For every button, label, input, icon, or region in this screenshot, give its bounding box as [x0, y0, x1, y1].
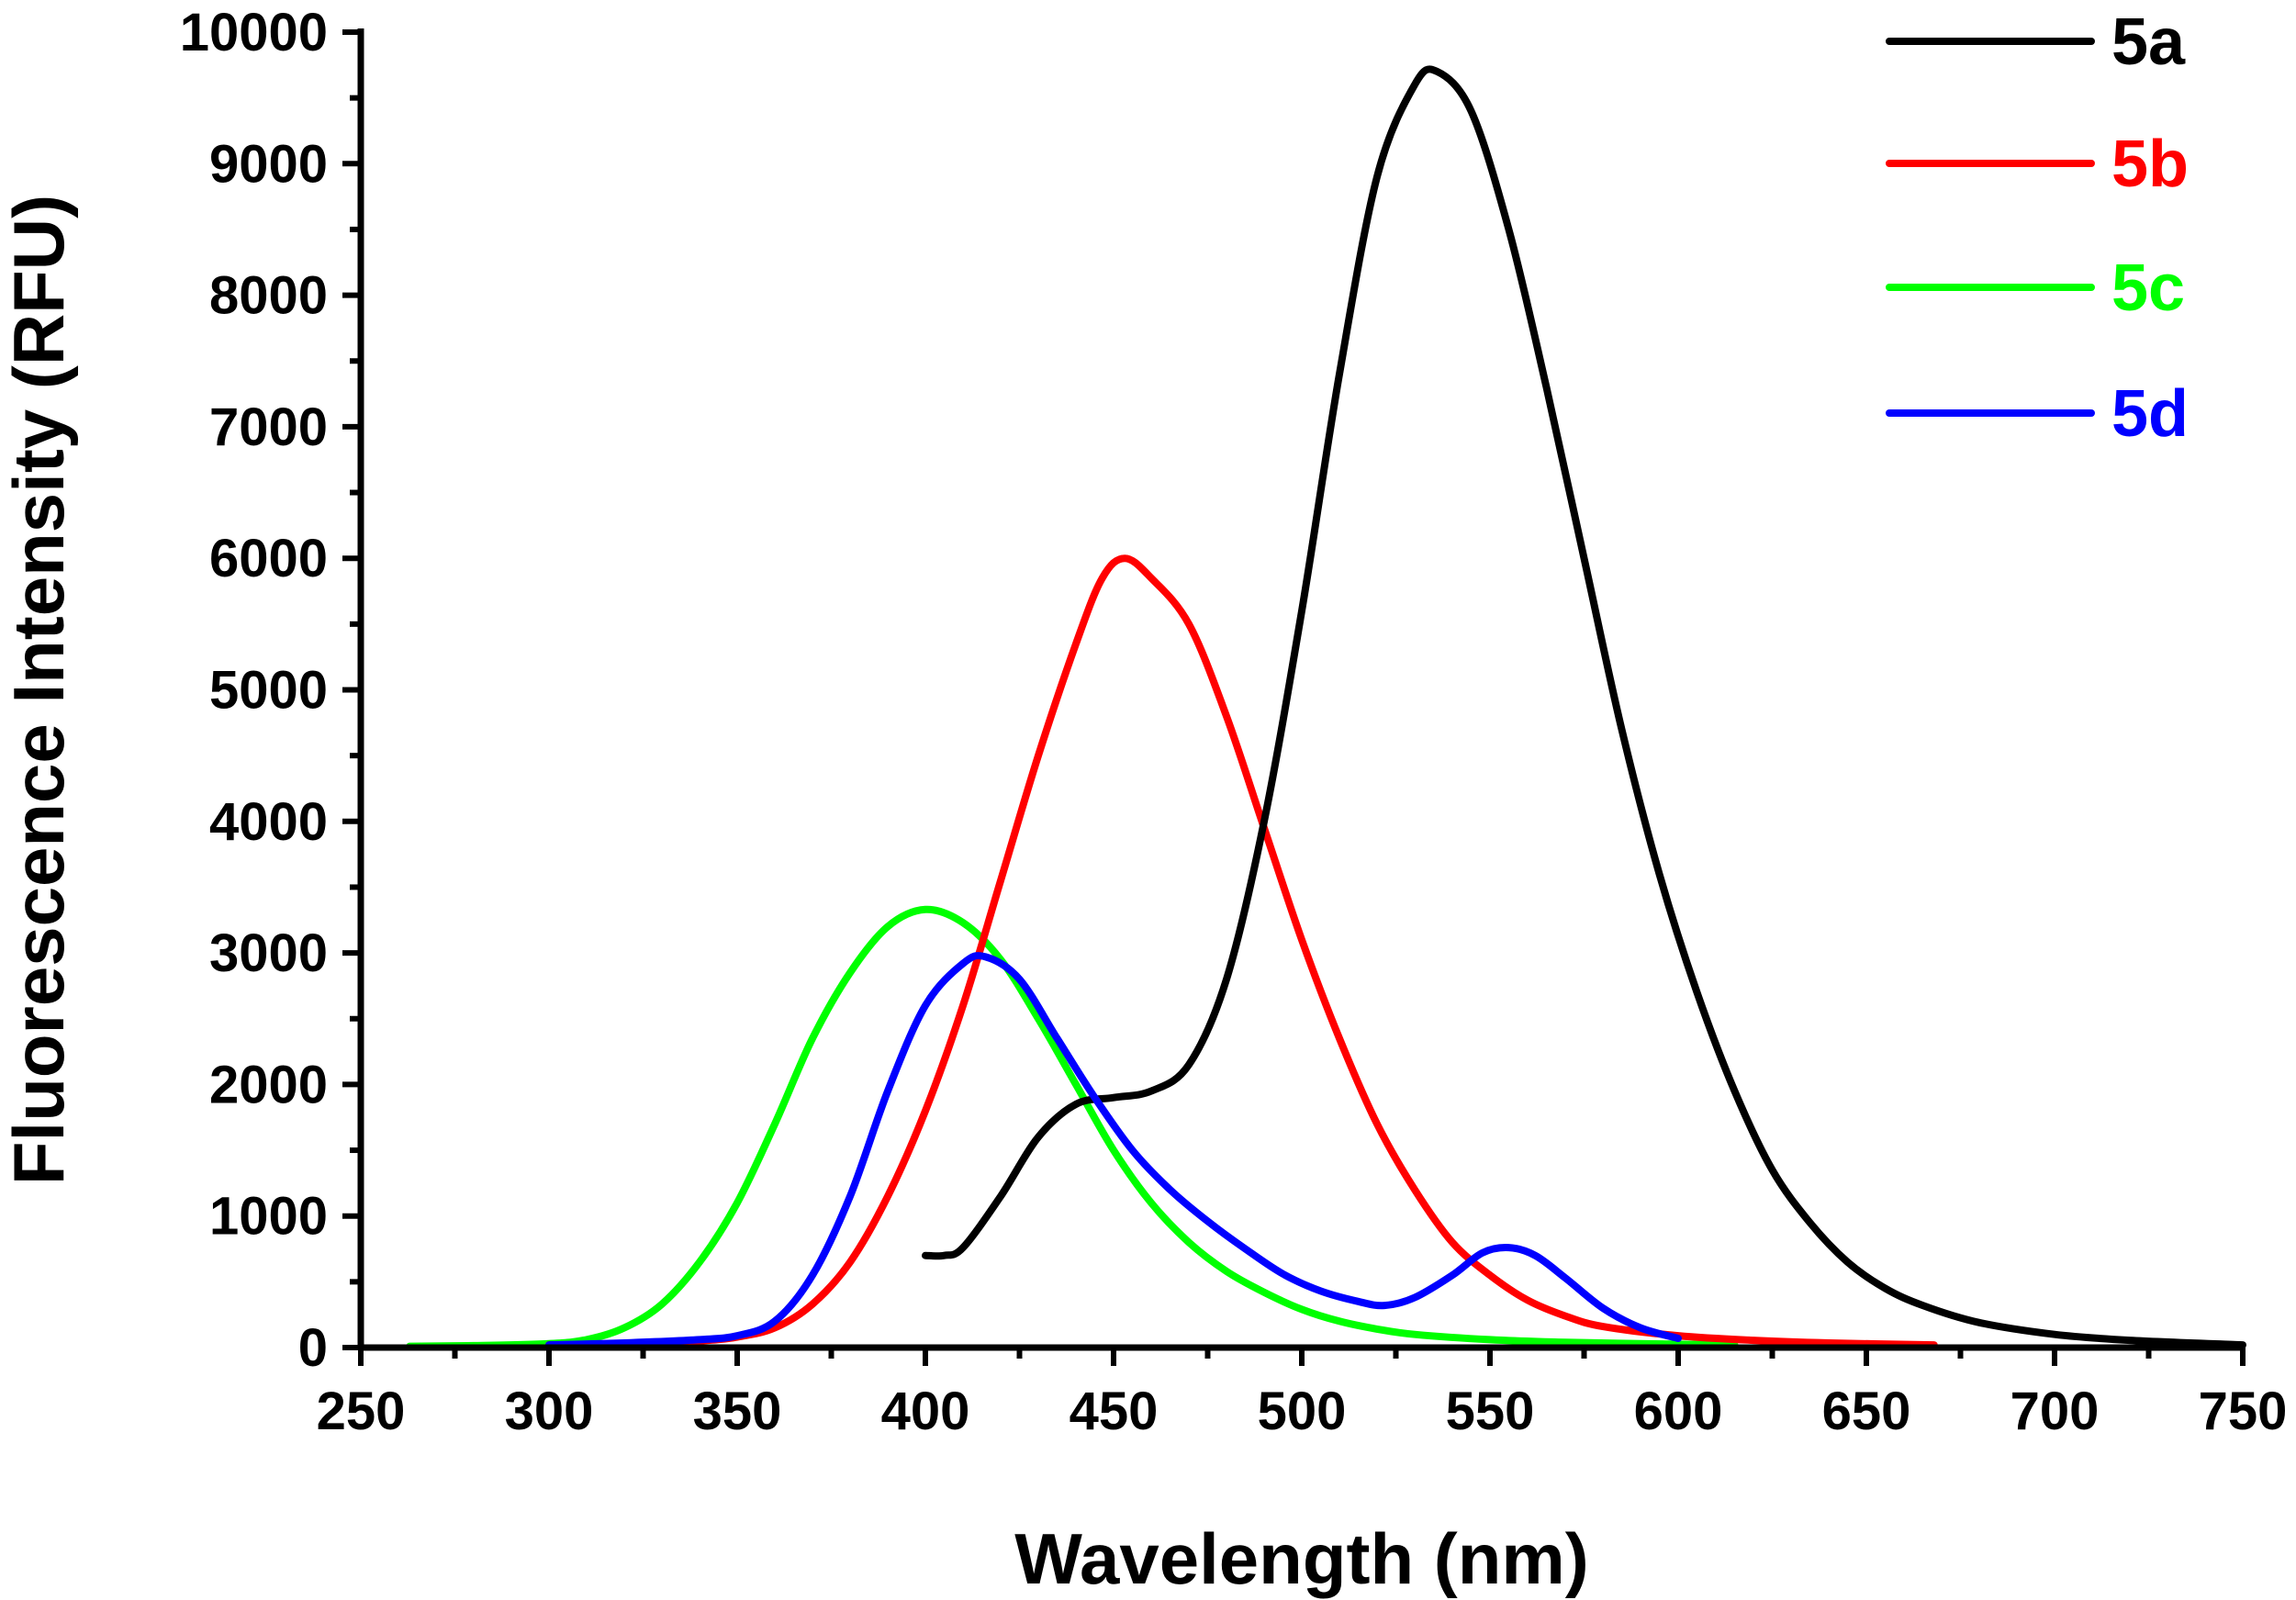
series-line-5a — [922, 65, 2246, 1349]
y-tick-label: 1000 — [209, 1187, 328, 1247]
x-tick-label: 700 — [2010, 1382, 2100, 1441]
y-tick-label: 4000 — [209, 792, 328, 852]
x-axis-tick-labels: 250 300 350 400 450 500 550 600 650 700 750 — [317, 1382, 2288, 1441]
y-tick-label: 10000 — [180, 3, 328, 62]
x-tick-label: 450 — [1070, 1382, 1159, 1441]
x-tick-label: 550 — [1446, 1382, 1535, 1441]
series-line-5d — [545, 952, 1682, 1349]
x-tick-label: 600 — [1634, 1382, 1723, 1441]
y-tick-label: 5000 — [209, 661, 328, 721]
y-tick-label: 6000 — [209, 529, 328, 588]
legend-label-5d: 5d — [2111, 377, 2189, 451]
legend-label-5a: 5a — [2111, 6, 2186, 79]
legend-label-5b: 5b — [2111, 128, 2189, 201]
series-line-5c — [406, 905, 1739, 1350]
x-axis-title: Wavelength (nm) — [1014, 1518, 1588, 1599]
y-tick-label: 3000 — [209, 923, 328, 983]
legend-label-5c: 5c — [2111, 252, 2185, 325]
x-tick-label: 650 — [1822, 1382, 1911, 1441]
x-tick-label: 350 — [693, 1382, 782, 1441]
series-layer — [406, 65, 2246, 1350]
x-tick-label: 250 — [317, 1382, 406, 1441]
y-tick-label: 0 — [298, 1318, 328, 1378]
x-tick-label: 500 — [1258, 1382, 1347, 1441]
y-tick-label: 9000 — [209, 134, 328, 194]
y-axis-tick-labels: 0 1000 2000 3000 4000 5000 6000 7000 8000 9000 100… — [180, 3, 328, 1378]
legend: 5a 5b 5c 5d — [1886, 6, 2189, 451]
x-tick-label: 300 — [505, 1382, 594, 1441]
x-tick-label: 400 — [881, 1382, 970, 1441]
y-axis-title: Fluorescence Intensity (RFU) — [0, 195, 79, 1185]
x-tick-label: 750 — [2199, 1382, 2288, 1441]
y-tick-label: 8000 — [209, 266, 328, 326]
y-tick-label: 7000 — [209, 397, 328, 457]
axis-ticks — [342, 29, 2246, 1366]
y-tick-label: 2000 — [209, 1055, 328, 1114]
series-line-5b — [545, 554, 1938, 1349]
